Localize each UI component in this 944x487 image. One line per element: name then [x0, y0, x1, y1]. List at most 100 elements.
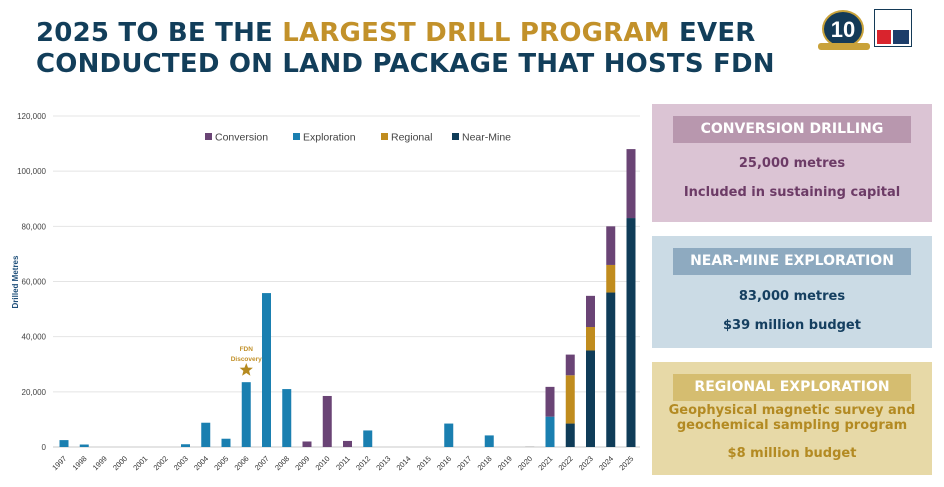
award-logo-blue [893, 30, 909, 44]
legend-swatch-regional [381, 133, 388, 140]
x-tick-label: 2022 [557, 454, 575, 472]
bar-exploration-2018 [484, 435, 494, 447]
panel-regional-header: REGIONAL EXPLORATION [673, 374, 911, 401]
bar-exploration-1998 [79, 444, 89, 447]
y-tick-label: 60,000 [22, 278, 47, 287]
bar-exploration-2007 [262, 293, 271, 447]
y-tick-label: 100,000 [17, 167, 46, 176]
x-tick-label: 2009 [293, 454, 311, 472]
bar-exploration-1997 [59, 440, 69, 447]
bar-exploration-2021 [545, 416, 555, 447]
panel-regional: REGIONAL EXPLORATION Geophysical magneti… [652, 362, 932, 475]
legend-label-near-mine: Near-Mine [462, 132, 511, 144]
x-tick-label: 2024 [597, 454, 615, 472]
bar-near-mine-2023 [586, 350, 595, 447]
legend-swatch-near-mine [452, 133, 459, 140]
title-highlight: LARGEST DRILL PROGRAM [282, 18, 670, 48]
bar-exploration-2005 [221, 438, 231, 447]
bar-near-mine-2022 [565, 423, 575, 447]
annotation-fdn: FDN [240, 346, 254, 353]
bar-conversion-2022 [565, 354, 575, 376]
legend-swatch-conversion [205, 133, 212, 140]
star-icon [239, 363, 253, 376]
bar-exploration-2006 [241, 382, 251, 447]
bar-regional-2024 [606, 264, 616, 293]
legend-swatch-exploration [293, 133, 300, 140]
x-tick-label: 2016 [435, 454, 453, 472]
y-axis-label: Drilled Metres [11, 255, 20, 308]
panel-near-mine-header: NEAR-MINE EXPLORATION [673, 248, 911, 275]
bar-near-mine-2025 [626, 218, 636, 447]
title-line2: CONDUCTED ON LAND PACKAGE THAT HOSTS FDN [36, 49, 775, 79]
x-tick-label: 2011 [334, 454, 352, 472]
logo-ribbon [818, 43, 870, 50]
x-tick-label: 2019 [496, 454, 514, 472]
x-tick-label: 1999 [91, 454, 109, 472]
x-tick-label: 2003 [172, 454, 190, 472]
panel-regional-budget: $8 million budget [727, 446, 857, 461]
bar-conversion-2011 [343, 440, 352, 447]
y-tick-label: 80,000 [22, 222, 47, 231]
x-tick-label: 2008 [273, 454, 291, 472]
x-tick-label: 2005 [212, 454, 230, 472]
bar-conversion-2024 [606, 226, 616, 265]
panel-near-mine-budget: $39 million budget [723, 318, 861, 333]
panel-conversion: CONVERSION DRILLING 25,000 metres Includ… [652, 104, 932, 222]
x-tick-label: 2012 [354, 454, 372, 472]
panel-conversion-metres: 25,000 metres [738, 156, 846, 171]
legend-label-conversion: Conversion [215, 132, 268, 144]
legend-label-regional: Regional [391, 132, 432, 144]
y-tick-label: 40,000 [22, 333, 47, 342]
bar-conversion-2025 [626, 149, 636, 219]
bar-regional-2023 [586, 327, 595, 351]
panel-conversion-note: Included in sustaining capital [683, 185, 901, 200]
x-tick-label: 2018 [476, 454, 494, 472]
bar-conversion-2023 [586, 295, 595, 328]
y-tick-label: 20,000 [22, 388, 47, 397]
y-tick-label: 120,000 [17, 112, 46, 121]
bar-conversion-2009 [302, 441, 312, 447]
award-logo-red [877, 30, 891, 44]
bar-exploration-2008 [282, 389, 292, 447]
bar-exploration-2004 [201, 422, 211, 447]
panel-near-mine: NEAR-MINE EXPLORATION 83,000 metres $39 … [652, 236, 932, 348]
x-tick-label: 2014 [395, 454, 413, 472]
annotation-discovery: Discovery [231, 356, 262, 363]
panel-near-mine-metres: 83,000 metres [738, 289, 846, 304]
x-tick-label: 2020 [516, 454, 534, 472]
bar-conversion-2010 [322, 395, 332, 447]
x-tick-label: 2002 [152, 454, 170, 472]
x-tick-label: 2013 [374, 454, 392, 472]
x-tick-label: 1998 [71, 454, 89, 472]
x-tick-label: 2006 [233, 454, 251, 472]
x-tick-label: 2000 [111, 454, 129, 472]
bar-exploration-2012 [363, 430, 373, 447]
bar-conversion-2021 [545, 386, 555, 417]
bar-exploration-2003 [181, 444, 190, 447]
x-tick-label: 2015 [415, 454, 433, 472]
panel-regional-desc2: geochemical sampling program [676, 418, 908, 433]
bar-exploration-2020 [525, 446, 535, 447]
legend-label-exploration: Exploration [303, 132, 356, 144]
bar-near-mine-2024 [606, 292, 616, 447]
x-tick-label: 2001 [131, 454, 149, 472]
panel-regional-desc1: Geophysical magnetic survey and [668, 403, 916, 418]
x-tick-label: 2025 [617, 454, 635, 472]
x-tick-label: 1997 [50, 454, 68, 472]
slide-title: 2025 TO BE THE LARGEST DRILL PROGRAM EVE… [36, 18, 775, 80]
bar-regional-2022 [565, 375, 575, 424]
x-tick-label: 2010 [314, 454, 332, 472]
panel-conversion-header: CONVERSION DRILLING [673, 116, 911, 143]
award-logo [874, 9, 912, 47]
title-part1: 2025 TO BE THE [36, 18, 283, 48]
bar-exploration-2016 [444, 423, 454, 447]
x-tick-label: 2007 [253, 454, 271, 472]
x-tick-label: 2023 [577, 454, 595, 472]
x-tick-label: 2017 [455, 454, 473, 472]
y-tick-label: 0 [42, 443, 47, 452]
anniversary-logo-text: 10 [830, 17, 856, 42]
x-tick-label: 2021 [536, 454, 554, 472]
title-part2: EVER [669, 18, 756, 48]
